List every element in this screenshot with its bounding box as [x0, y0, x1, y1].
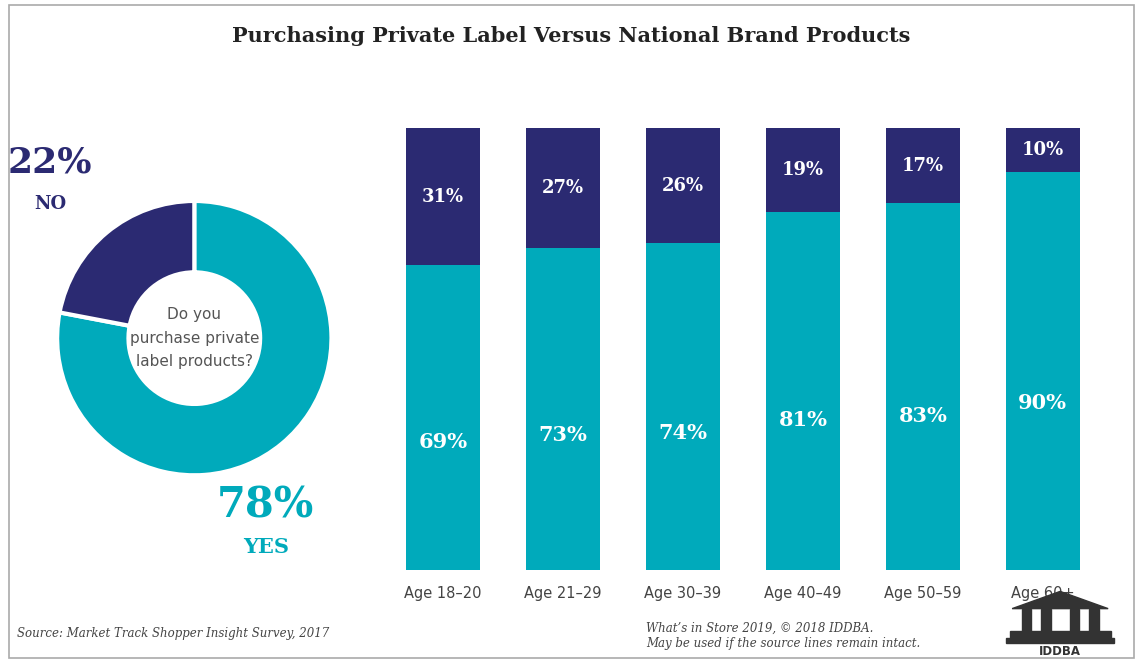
Text: 74%: 74% — [658, 423, 708, 443]
Polygon shape — [1089, 609, 1098, 633]
Bar — [886, 128, 960, 204]
Text: May be used if the source lines remain intact.: May be used if the source lines remain i… — [646, 636, 920, 650]
Text: What’s in Store 2019, © 2018 IDDBA.: What’s in Store 2019, © 2018 IDDBA. — [646, 622, 873, 635]
Polygon shape — [1006, 638, 1114, 643]
Bar — [406, 265, 480, 570]
Text: 69%: 69% — [418, 432, 467, 452]
Text: 10%: 10% — [1022, 141, 1064, 159]
Polygon shape — [1009, 631, 1111, 638]
Bar — [766, 128, 840, 212]
Text: NO: NO — [34, 195, 66, 213]
Bar — [1006, 128, 1080, 172]
Text: 19%: 19% — [782, 161, 824, 179]
Text: 26%: 26% — [662, 176, 704, 195]
Polygon shape — [1041, 609, 1050, 633]
Text: 83%: 83% — [898, 406, 948, 426]
Wedge shape — [59, 201, 194, 326]
Text: 22%: 22% — [8, 146, 93, 180]
Polygon shape — [1013, 591, 1108, 609]
Text: Source: Market Track Shopper Insight Survey, 2017: Source: Market Track Shopper Insight Sur… — [17, 627, 329, 640]
Bar — [766, 212, 840, 570]
Text: 17%: 17% — [902, 156, 944, 175]
Bar — [646, 243, 720, 570]
Polygon shape — [1070, 609, 1079, 633]
Text: IDDBA: IDDBA — [1039, 644, 1081, 658]
Bar — [526, 247, 600, 570]
Text: 90%: 90% — [1018, 393, 1068, 413]
Text: 73%: 73% — [538, 425, 588, 445]
Bar — [886, 204, 960, 570]
Text: YES: YES — [242, 536, 289, 557]
Bar — [646, 128, 720, 243]
Bar — [526, 128, 600, 247]
Bar — [406, 128, 480, 265]
Text: 31%: 31% — [422, 188, 464, 206]
Text: 78%: 78% — [217, 485, 314, 526]
Wedge shape — [57, 201, 331, 475]
Text: 81%: 81% — [778, 410, 828, 430]
Text: Do you
purchase private
label products?: Do you purchase private label products? — [129, 307, 259, 369]
Text: 27%: 27% — [542, 179, 584, 197]
Bar — [1006, 172, 1080, 570]
Polygon shape — [1022, 609, 1031, 633]
Text: Purchasing Private Label Versus National Brand Products: Purchasing Private Label Versus National… — [232, 27, 911, 46]
